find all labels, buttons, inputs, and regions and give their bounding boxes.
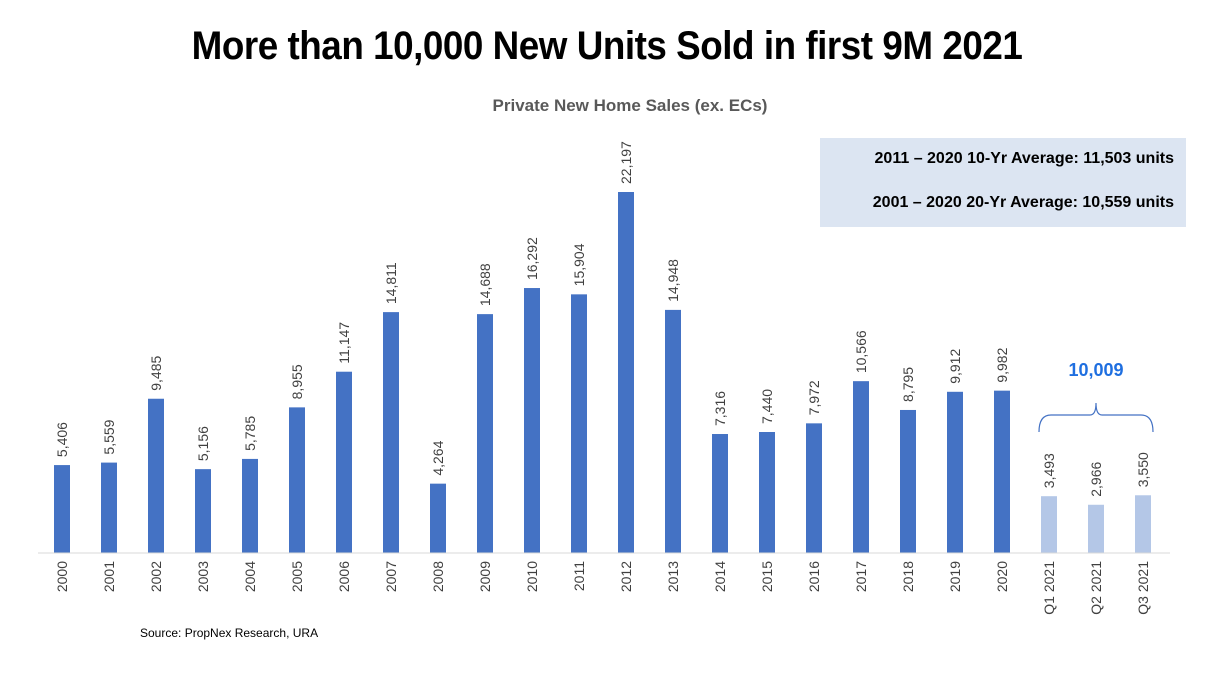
data-label: 16,292: [524, 237, 540, 280]
data-label: 8,795: [900, 367, 916, 402]
annotation-brace: [1038, 402, 1154, 433]
annotation-total-label: 10,009: [1068, 360, 1123, 380]
ten-year-average-label: 2011 – 2020 10-Yr Average: 11,503 units: [874, 150, 1174, 167]
data-label: 5,156: [195, 426, 211, 461]
data-label: 9,982: [994, 347, 1010, 382]
data-label: 10,566: [853, 330, 869, 373]
data-label: 8,955: [289, 364, 305, 399]
x-tick-label: 2004: [242, 561, 258, 592]
bar-2019: [947, 391, 963, 553]
bar-2010: [524, 288, 540, 553]
chart-title: Private New Home Sales (ex. ECs): [492, 96, 768, 115]
bar-q1-2021: [1041, 496, 1057, 553]
bar-2003: [195, 469, 211, 553]
bar-2016: [806, 423, 822, 553]
data-label: 2,966: [1088, 462, 1104, 497]
bar-2004: [242, 458, 258, 553]
data-label: 22,197: [618, 141, 634, 184]
data-label: 5,559: [101, 419, 117, 454]
bar-2013: [665, 309, 681, 553]
x-tick-label: 2009: [477, 561, 493, 592]
x-tick-label: Q3 2021: [1135, 561, 1151, 615]
x-tick-label: 2005: [289, 561, 305, 592]
source-note: Source: PropNex Research, URA: [140, 626, 319, 640]
bar-q3-2021: [1135, 495, 1151, 553]
data-label: 14,948: [665, 259, 681, 302]
bar-2015: [759, 431, 775, 553]
x-tick-label: Q2 2021: [1088, 561, 1104, 615]
x-tick-label: 2000: [54, 561, 70, 592]
x-tick-label: 2002: [148, 561, 164, 592]
bar-2005: [289, 407, 305, 553]
x-tick-label: 2008: [430, 561, 446, 592]
bar-2007: [383, 312, 399, 553]
data-label: 9,912: [947, 349, 963, 384]
x-tick-label: 2013: [665, 561, 681, 592]
bar-2014: [712, 434, 728, 553]
x-tick-label: 2014: [712, 561, 728, 592]
bar-2018: [900, 409, 916, 553]
page-title: More than 10,000 New Units Sold in first…: [191, 24, 1023, 68]
x-tick-label: 2012: [618, 561, 634, 592]
x-tick-label: 2006: [336, 561, 352, 592]
data-label: 15,904: [571, 243, 587, 286]
bar-2012: [618, 192, 634, 553]
bar-2017: [853, 381, 869, 553]
data-label: 4,264: [430, 440, 446, 475]
bar-2008: [430, 483, 446, 553]
average-box: 2011 – 2020 10-Yr Average: 11,503 units …: [820, 138, 1186, 227]
data-label: 11,147: [336, 322, 352, 364]
data-label: 7,972: [806, 380, 822, 415]
bar-2002: [148, 398, 164, 553]
x-tick-label: 2016: [806, 561, 822, 592]
x-tick-label: 2003: [195, 561, 211, 592]
x-tick-label: 2018: [900, 561, 916, 592]
data-label: 3,493: [1041, 453, 1057, 488]
twenty-year-average-label: 2001 – 2020 20-Yr Average: 10,559 units: [872, 194, 1174, 211]
data-label: 5,406: [54, 422, 70, 457]
bar-2001: [101, 462, 117, 553]
x-tick-label: 2007: [383, 561, 399, 592]
bar-2009: [477, 314, 493, 553]
x-tick-label: 2011: [571, 561, 587, 591]
bar-q2-2021: [1088, 504, 1104, 553]
bar-2011: [571, 294, 587, 553]
x-tick-label: 2020: [994, 561, 1010, 592]
data-label: 14,811: [383, 262, 399, 304]
x-tick-label: 2019: [947, 561, 963, 592]
data-label: 7,440: [759, 389, 775, 424]
data-label: 7,316: [712, 391, 728, 426]
x-tick-label: 2001: [101, 561, 117, 592]
data-label: 3,550: [1135, 452, 1151, 487]
x-tick-label: 2015: [759, 561, 775, 592]
x-tick-label: 2017: [853, 561, 869, 592]
bar-2006: [336, 371, 352, 553]
x-tick-label: 2010: [524, 561, 540, 592]
data-label: 14,688: [477, 263, 493, 306]
x-tick-label: Q1 2021: [1041, 561, 1057, 615]
bar-2020: [994, 390, 1010, 553]
data-label: 9,485: [148, 355, 164, 390]
data-label: 5,785: [242, 416, 258, 451]
bar-2000: [54, 465, 70, 553]
